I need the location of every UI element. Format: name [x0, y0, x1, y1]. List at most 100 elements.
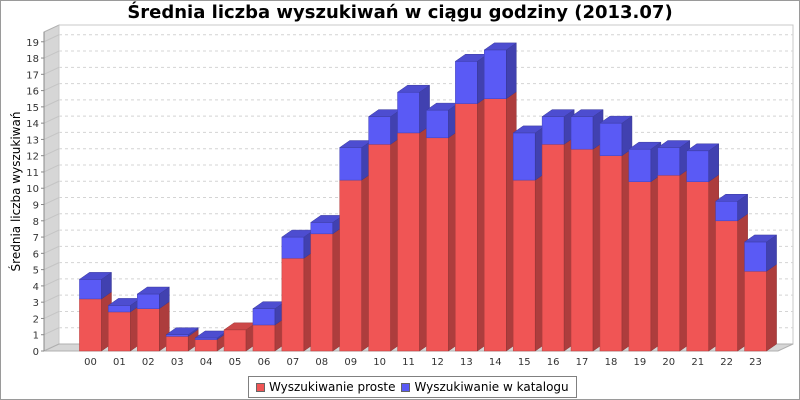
x-tick-label-14: 14	[489, 357, 502, 368]
bar-top-20	[656, 140, 691, 148]
x-tick-label-18: 18	[605, 357, 618, 368]
bar-top-02	[136, 286, 171, 295]
bar-top-21	[685, 143, 720, 152]
y-tick-label-15: 15	[26, 103, 39, 114]
x-tick-label-08: 08	[315, 357, 328, 368]
x-tick-label-19: 19	[634, 357, 647, 368]
bar-1-01	[108, 305, 131, 313]
bar-0-16	[541, 144, 565, 352]
x-tick-label-04: 04	[200, 357, 213, 368]
gridline-wall-y-14	[43, 115, 60, 124]
gridline-wall-y-15	[43, 99, 60, 108]
bar-0-02	[137, 308, 160, 352]
y-tick-label-4: 4	[33, 282, 39, 293]
gridline-wall-y-1	[43, 327, 60, 336]
bar-top-00	[78, 272, 113, 280]
bar-0-15	[512, 179, 536, 352]
x-tick-label-01: 01	[113, 357, 126, 368]
bar-0-06	[252, 324, 276, 352]
bar-0-04	[194, 339, 218, 352]
x-tick-label-15: 15	[518, 357, 531, 368]
gridline-wall-y-4	[43, 278, 60, 287]
x-tick-label-11: 11	[402, 357, 415, 368]
gridline-wall-y-16	[43, 83, 60, 92]
legend-label-series-0: Wyszukiwanie proste	[269, 380, 396, 394]
bar-top-18	[599, 115, 633, 124]
bar-0-14	[484, 98, 507, 352]
bar-1-13	[455, 61, 478, 104]
x-tick-label-02: 02	[142, 357, 155, 368]
y-tick-label-6: 6	[33, 249, 39, 260]
x-tick-label-07: 07	[287, 357, 300, 368]
x-tick-label-09: 09	[344, 357, 357, 368]
bar-0-20	[657, 174, 681, 352]
x-tick-label-05: 05	[229, 357, 242, 368]
bar-1-15	[512, 132, 536, 181]
y-tick-label-18: 18	[26, 54, 39, 65]
bar-0-19	[628, 181, 652, 352]
bar-0-13	[455, 103, 478, 352]
gridline-wall-y-13	[43, 131, 60, 140]
gridline-wall-y-7	[43, 229, 60, 238]
bar-0-12	[426, 137, 449, 352]
gridline-wall-y-18	[43, 50, 60, 59]
y-axis-title: Średnia liczba wyszukiwań	[8, 112, 23, 272]
y-tick-label-14: 14	[26, 119, 39, 130]
y-tick-label-7: 7	[33, 233, 39, 244]
chart-title: Średnia liczba wyszukiwań w ciągu godzin…	[127, 2, 673, 23]
bar-1-00	[79, 279, 102, 300]
bar-0-11	[397, 132, 420, 352]
gridline-wall-y-2	[43, 310, 60, 319]
chart-legend: Wyszukiwanie proste Wyszukiwanie w katal…	[248, 376, 577, 398]
bar-1-16	[541, 116, 565, 145]
y-tick-label-0: 0	[33, 347, 39, 358]
bar-1-22	[715, 201, 738, 222]
bar-top-23	[743, 234, 778, 243]
bar-1-20	[657, 147, 681, 176]
bar-0-21	[686, 181, 709, 352]
bar-1-10	[368, 116, 391, 145]
bar-side-1-14	[506, 42, 517, 100]
bar-0-09	[339, 179, 362, 352]
gridline-wall-y-19	[43, 34, 60, 43]
y-tick-label-16: 16	[26, 87, 39, 98]
x-tick-label-17: 17	[576, 357, 589, 368]
gridline-wall-y-3	[43, 294, 60, 303]
bar-1-11	[397, 91, 420, 134]
bar-top-16	[541, 109, 575, 117]
bar-1-18	[599, 122, 623, 156]
gridline-wall-y-8	[43, 213, 60, 222]
bar-top-03	[165, 327, 200, 335]
bar-1-07	[281, 236, 305, 259]
bar-1-02	[137, 293, 160, 309]
gridline-wall-y-6	[43, 245, 60, 254]
bar-top-22	[714, 194, 749, 202]
y-tick-label-8: 8	[33, 217, 39, 228]
y-tick-label-12: 12	[26, 152, 39, 163]
bar-0-17	[570, 148, 594, 352]
bar-0-10	[368, 144, 391, 352]
bar-0-18	[599, 155, 623, 352]
y-tick-label-9: 9	[33, 201, 39, 212]
x-tick-label-21: 21	[691, 357, 704, 368]
bar-1-23	[744, 241, 767, 272]
bar-1-08	[310, 222, 334, 235]
y-tick-label-17: 17	[26, 70, 39, 81]
bar-0-07	[281, 257, 305, 352]
x-tick-label-16: 16	[547, 357, 560, 368]
gridline-wall-y-10	[43, 180, 60, 189]
bar-1-17	[570, 116, 594, 150]
bar-0-22	[715, 220, 738, 352]
y-tick-label-2: 2	[33, 314, 39, 325]
bar-top-14	[483, 42, 518, 51]
y-tick-label-3: 3	[33, 298, 39, 309]
y-tick-label-1: 1	[33, 331, 39, 342]
y-tick-label-13: 13	[26, 135, 39, 146]
bar-top-17	[570, 109, 604, 117]
x-tick-label-10: 10	[373, 357, 386, 368]
bar-0-03	[165, 336, 189, 352]
bar-1-21	[686, 150, 709, 182]
gridline-wall-y-12	[43, 148, 60, 157]
bar-0-00	[79, 298, 102, 352]
